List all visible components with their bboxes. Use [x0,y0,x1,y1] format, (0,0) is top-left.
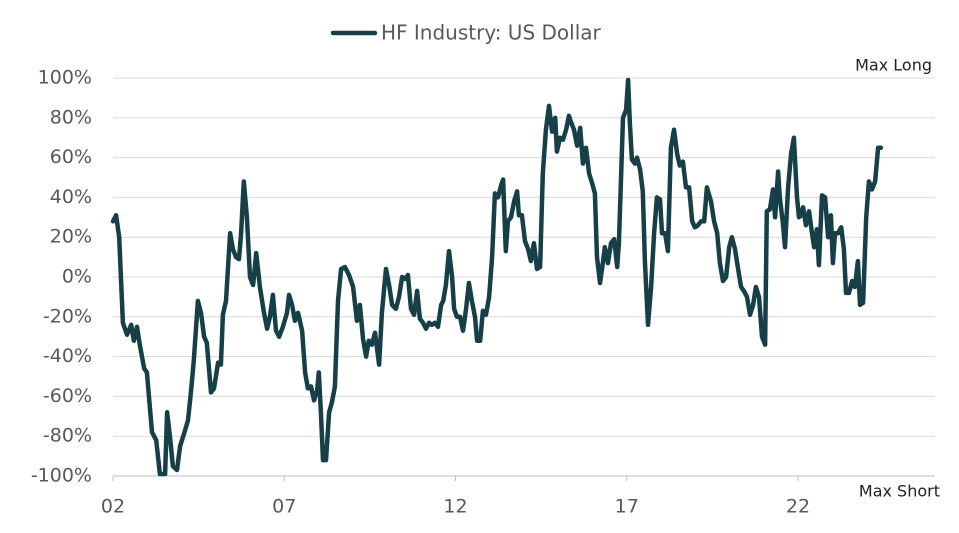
y-tick-label: 20% [50,226,92,248]
x-tick-label: 07 [272,496,296,518]
y-tick-label: 100% [38,67,92,89]
annotation-max-short: Max Short [859,482,940,501]
y-tick-label: -20% [43,305,92,327]
y-tick-label: -80% [43,425,92,447]
y-tick-label: -40% [43,345,92,367]
x-tick-label: 12 [443,496,467,518]
y-tick-label: 60% [50,146,92,168]
y-tick-label: 80% [50,106,92,128]
y-tick-label: -100% [31,465,92,487]
annotation-max-long: Max Long [855,56,932,75]
legend-label: HF Industry: US Dollar [381,21,602,45]
y-tick-label: -60% [43,385,92,407]
y-tick-label: 0% [62,266,92,288]
y-tick-label: 40% [50,186,92,208]
x-tick-label: 17 [615,496,639,518]
x-tick-label: 02 [101,496,125,518]
x-tick-label: 22 [786,496,810,518]
data-line [110,77,884,477]
